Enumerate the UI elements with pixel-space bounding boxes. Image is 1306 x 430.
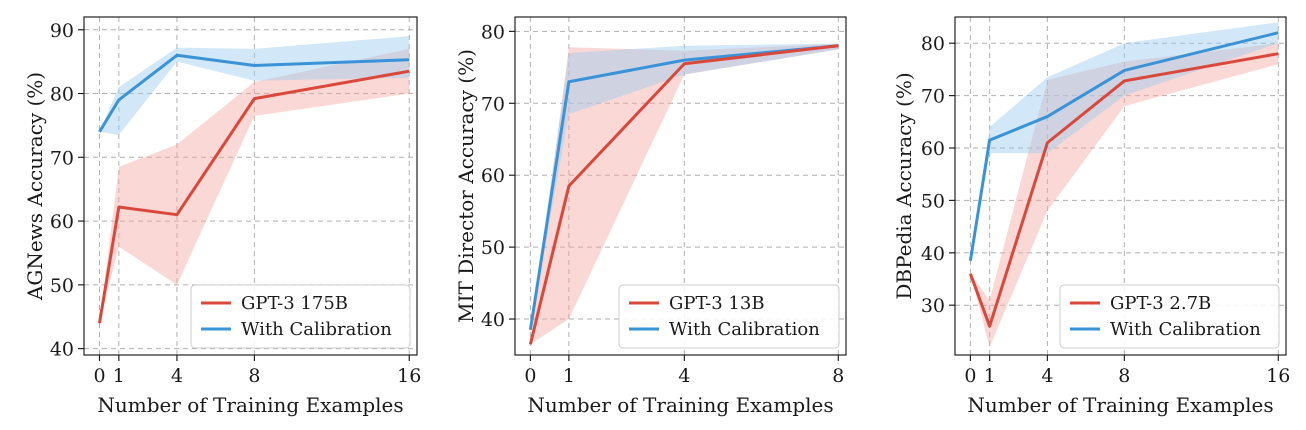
y-tick-label: 50 [50,275,74,297]
x-tick-label: 0 [524,365,536,387]
series-line-2 [968,31,1279,261]
legend-box [618,284,840,349]
y-tick-label: 50 [481,237,505,259]
legend-box [1059,284,1280,349]
legend-label-1: GPT-3 2.7B [1110,293,1211,314]
y-tick-label: 50 [921,190,945,212]
y-tick-label: 70 [50,147,74,169]
legend-label-2: With Calibration [1110,319,1261,340]
subplot-3: 0 1 4 8 16 30 40 50 60 70 80 Number of Training Exa… [892,16,1290,417]
y-tick-label: 70 [921,86,945,108]
legend: GPT-3 2.7B With Calibration [1059,284,1280,349]
x-axis-label: Number of Training Examples [967,393,1273,417]
y-tick-label: 60 [50,211,74,233]
y-tick-label: 80 [50,84,74,106]
y-tick-label: 90 [50,20,74,42]
x-tick-label: 1 [113,365,125,387]
series-band-2 [970,22,1279,261]
legend-label-2: With Calibration [241,319,392,340]
x-tick-label: 1 [563,365,575,387]
series-line-2 [528,44,839,331]
subplot-2: 0 1 4 8 40 50 60 70 80 Number of Training Example… [454,16,847,417]
y-tick-label: 70 [481,93,505,115]
plot-frame [83,16,418,356]
x-tick-label: 8 [832,365,844,387]
y-tick-label: 40 [921,243,945,265]
x-tick-label: 0 [93,365,105,387]
x-tick-label: 16 [397,365,421,387]
y-tick-label: 60 [921,138,945,160]
legend: GPT-3 13B With Calibration [618,284,840,349]
series-band-1 [530,43,839,345]
plot-frame [954,16,1287,356]
x-tick-label: 8 [1118,365,1130,387]
legend-box [190,284,411,349]
legend-label-1: GPT-3 175B [241,293,348,314]
y-tick-label: 80 [921,33,945,55]
series-line-1 [98,69,410,324]
series-line-1 [968,52,1279,328]
series-line-2 [98,53,410,133]
x-axis-label: Number of Training Examples [527,393,833,417]
x-tick-label: 4 [678,365,690,387]
x-tick-label: 0 [964,365,976,387]
subplot-1: 0 1 4 8 16 40 50 60 70 80 90 Number of Training Exa… [23,16,421,417]
y-tick-label: 80 [481,21,505,43]
y-axis-label: DBPedia Accuracy (%) [892,72,916,299]
legend: GPT-3 175B With Calibration [190,284,411,349]
x-axis-label: Number of Training Examples [97,393,403,417]
x-tick-label: 4 [171,365,183,387]
y-tick-label: 40 [50,339,74,361]
series-band-1 [970,43,1279,348]
y-tick-label: 30 [921,295,945,317]
x-tick-label: 1 [984,365,996,387]
x-tick-label: 16 [1266,365,1290,387]
y-axis-label: AGNews Accuracy (%) [23,72,47,301]
legend-label-1: GPT-3 13B [669,293,765,314]
x-tick-label: 8 [248,365,260,387]
x-tick-label: 4 [1041,365,1053,387]
series-line-1 [528,44,839,345]
plot-frame [514,16,847,356]
y-tick-label: 40 [481,309,505,331]
series-band-2 [99,36,410,135]
legend-label-2: With Calibration [669,319,820,340]
y-tick-label: 60 [481,165,505,187]
y-axis-label: MIT Director Accuracy (%) [454,49,478,323]
series-band-1 [99,48,410,324]
